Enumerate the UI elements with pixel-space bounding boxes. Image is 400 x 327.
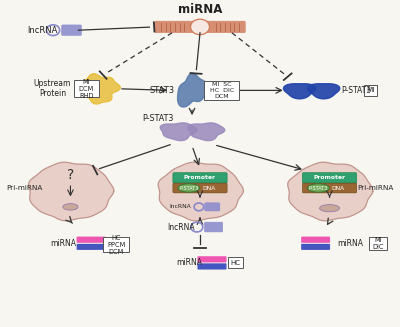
FancyBboxPatch shape [154,21,246,33]
Text: Upstream
Protein: Upstream Protein [34,79,71,98]
Polygon shape [188,123,225,141]
Text: HC: HC [231,260,241,266]
Text: lncRNA: lncRNA [167,223,195,232]
Text: P-STAT3: P-STAT3 [309,185,328,191]
Bar [364,85,377,96]
FancyBboxPatch shape [173,183,227,193]
FancyBboxPatch shape [62,25,82,35]
Text: Promoter: Promoter [314,175,346,181]
Text: STAT3: STAT3 [150,86,175,95]
Text: MI
DIC: MI DIC [372,237,384,250]
Polygon shape [178,73,208,107]
Polygon shape [79,74,120,104]
Text: Pri-miRNA: Pri-miRNA [6,185,43,191]
Polygon shape [284,84,316,99]
Text: lncRNA: lncRNA [27,26,58,35]
Text: Pri-miRNA: Pri-miRNA [357,185,394,191]
Polygon shape [29,162,114,221]
FancyBboxPatch shape [198,264,226,269]
Text: MI
DCM
RHD: MI DCM RHD [79,79,94,99]
FancyBboxPatch shape [77,237,106,243]
Polygon shape [160,123,197,141]
FancyBboxPatch shape [301,244,330,250]
Text: miRNA: miRNA [178,3,222,16]
Bar [369,237,386,250]
Text: P-STAT3: P-STAT3 [342,86,372,95]
Bar [74,80,99,97]
Text: miRNA: miRNA [337,239,363,248]
Polygon shape [308,84,340,99]
Bar [228,257,244,268]
Bar [204,81,240,100]
FancyBboxPatch shape [205,203,220,211]
FancyBboxPatch shape [173,173,227,183]
Text: P-STAT3: P-STAT3 [142,113,174,123]
Ellipse shape [308,184,329,192]
FancyBboxPatch shape [204,222,223,232]
FancyBboxPatch shape [301,237,330,243]
Ellipse shape [178,184,200,192]
Ellipse shape [320,205,340,212]
FancyBboxPatch shape [302,173,357,183]
FancyBboxPatch shape [302,183,357,193]
Bar [103,237,129,252]
Text: MI  SC
HC  DIC
DCM: MI SC HC DIC DCM [210,82,234,99]
FancyBboxPatch shape [198,256,226,262]
Text: ?: ? [67,168,74,182]
FancyBboxPatch shape [77,244,106,250]
Text: lncRNA: lncRNA [169,204,191,209]
Text: Promoter: Promoter [184,175,216,181]
Circle shape [190,19,210,35]
Text: DNA: DNA [202,185,215,191]
Text: MI: MI [366,87,375,94]
Text: miRNA: miRNA [176,258,202,267]
Ellipse shape [63,204,78,210]
Polygon shape [288,162,373,221]
Text: DNA: DNA [332,185,345,191]
Text: P-STAT3: P-STAT3 [179,185,198,191]
Text: miRNA: miRNA [50,239,76,248]
Polygon shape [158,162,244,221]
Text: HC
PPCM
DCM: HC PPCM DCM [107,235,126,255]
